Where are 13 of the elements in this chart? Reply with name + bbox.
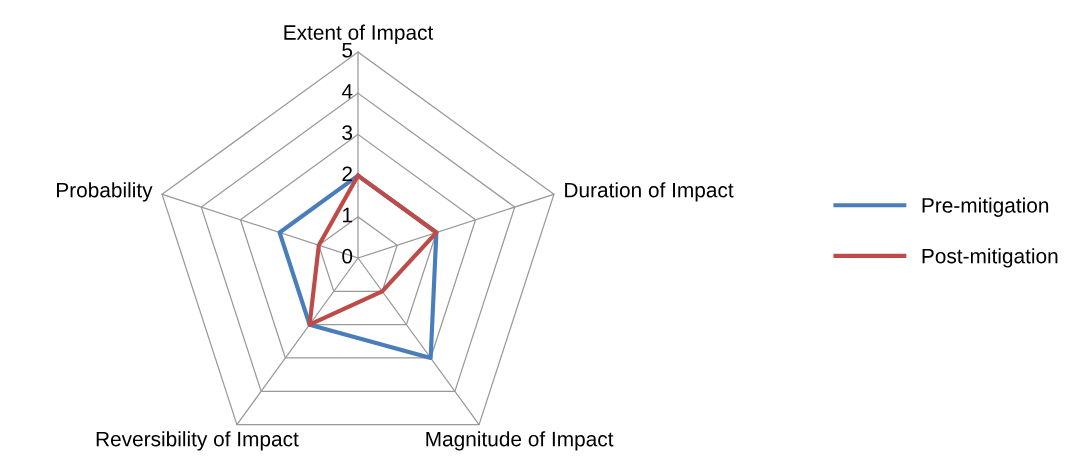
spoke-label: Reversibility of Impact — [96, 431, 299, 451]
spoke-label: Extent of Impact — [284, 24, 434, 44]
spoke-label: Duration of Impact — [565, 182, 734, 202]
legend-label: Pre-mitigation — [922, 197, 1049, 217]
legend-label: Post-mitigation — [922, 248, 1058, 268]
y-tick-label: 0 — [342, 248, 353, 264]
y-tick-label: 3 — [342, 125, 353, 140]
y-tick-label: 1 — [343, 207, 352, 223]
y-tick-label: 2 — [342, 166, 352, 181]
y-tick-label: 4 — [341, 84, 353, 99]
y-tick-label: 5 — [342, 43, 353, 58]
spoke-label: Probability — [57, 182, 153, 202]
spoke-label: Magnitude of Impact — [426, 431, 614, 451]
